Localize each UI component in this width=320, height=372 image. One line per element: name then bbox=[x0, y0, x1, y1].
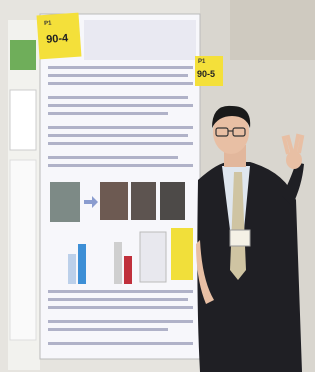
poster-table bbox=[140, 232, 166, 282]
poster-title bbox=[84, 20, 196, 60]
poster-notes bbox=[171, 228, 193, 280]
label-number: 90-5 bbox=[197, 69, 215, 79]
photo: P1 90-4 P1 90-5 bbox=[0, 0, 315, 372]
left-board-photo bbox=[10, 40, 36, 70]
name-badge bbox=[230, 230, 250, 246]
ceiling-shade bbox=[230, 0, 315, 60]
label-tag: P1 bbox=[44, 20, 52, 27]
left-board-text bbox=[10, 90, 36, 150]
label-number: 90-4 bbox=[46, 32, 70, 46]
poster-photo bbox=[131, 182, 156, 220]
poster-photo bbox=[50, 182, 80, 222]
label-tag: P1 bbox=[198, 59, 206, 65]
poster-photo bbox=[160, 182, 185, 220]
poster-photo bbox=[100, 182, 128, 220]
left-board-text bbox=[10, 160, 36, 340]
